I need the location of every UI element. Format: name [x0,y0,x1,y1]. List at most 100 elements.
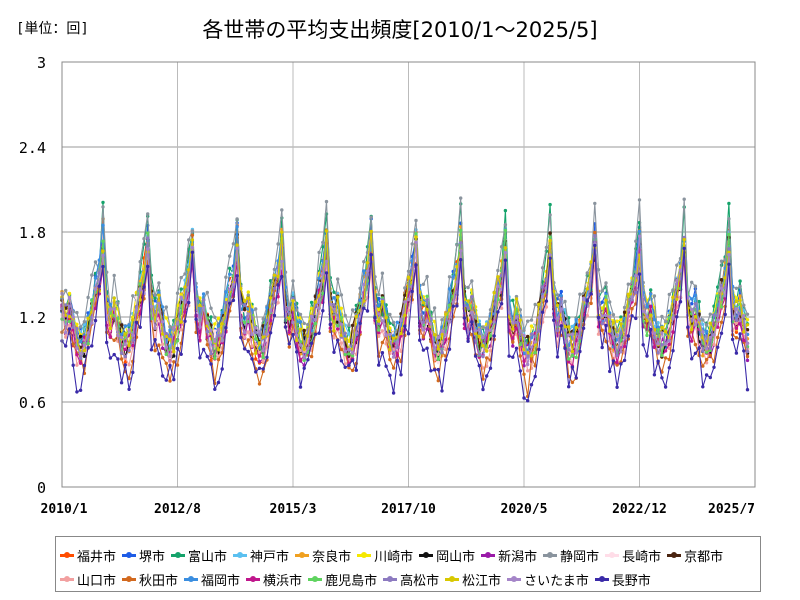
data-point [667,357,671,362]
data-point [172,360,176,364]
data-point [339,359,344,363]
data-point [175,339,180,343]
data-point [153,299,157,303]
data-point [529,354,534,358]
data-point [429,369,433,373]
data-point [447,320,452,324]
data-point [485,356,489,360]
data-point [75,363,79,367]
data-point [660,343,664,347]
data-point [466,306,470,310]
data-point [183,285,187,289]
data-point [660,325,664,329]
data-point [548,238,552,243]
data-point [399,331,403,336]
data-point [466,299,470,303]
data-point [403,286,407,290]
data-point [432,333,437,337]
data-point [574,376,578,380]
data-point [276,301,280,305]
x-tick-label: 2017/10 [381,502,436,517]
data-point [608,315,612,319]
data-point [291,320,295,325]
data-point [619,318,623,322]
data-point [231,298,236,303]
legend-item: 岡山市 [419,545,475,566]
data-point [377,307,381,312]
data-point [298,327,303,331]
data-point [350,308,355,312]
data-point [637,229,642,233]
data-point [578,292,582,296]
data-point [745,323,750,327]
data-point [384,333,388,337]
data-point [116,357,120,361]
data-point [86,331,90,335]
data-point [380,340,385,345]
data-point [153,326,157,330]
data-point [317,306,321,310]
legend-label: さいたま市 [524,574,589,589]
data-point [675,297,679,301]
data-point [734,307,739,311]
data-point [690,280,694,284]
data-point [220,310,224,315]
data-point [276,242,280,246]
data-point [444,358,448,362]
data-point [168,335,172,339]
data-point [291,291,295,295]
data-point [548,213,552,217]
data-point [540,285,545,289]
data-point [716,325,720,329]
data-point [332,329,336,333]
data-point [451,274,455,279]
data-point [488,328,493,332]
data-point [127,343,131,348]
data-point [414,218,418,223]
data-point [127,387,131,391]
data-point [350,368,355,373]
data-point [246,330,250,334]
data-point [362,299,366,303]
data-point [239,335,243,340]
data-point [216,333,221,338]
legend-swatch [171,552,186,558]
legend-swatch [419,552,434,558]
data-point [350,323,355,328]
data-point [522,347,526,352]
data-point [470,310,474,314]
data-point [93,276,98,280]
data-point [637,272,642,276]
data-point [164,378,168,382]
data-point [652,294,657,298]
data-point [570,324,575,329]
data-point [645,354,649,358]
data-point [78,325,83,329]
data-point [533,340,537,344]
data-point [179,320,183,324]
grid-lines [61,61,756,488]
data-point [630,285,634,289]
data-point [488,334,493,338]
data-point [742,308,746,312]
data-point [239,286,243,291]
data-point [172,350,176,354]
data-point [261,359,265,364]
data-point [704,323,709,327]
legend-item: 堺市 [122,545,165,566]
data-point [447,287,452,291]
data-point [131,294,135,298]
data-point [574,318,578,322]
data-point [514,346,519,350]
data-point [67,327,72,331]
data-point [119,357,124,361]
data-point [153,338,157,342]
data-point [574,350,578,355]
data-point [78,388,83,392]
data-point [142,237,146,241]
legend-label: 長野市 [611,574,651,589]
data-point [563,346,567,350]
data-point [131,346,135,350]
data-point [332,296,336,300]
data-point [101,249,105,253]
